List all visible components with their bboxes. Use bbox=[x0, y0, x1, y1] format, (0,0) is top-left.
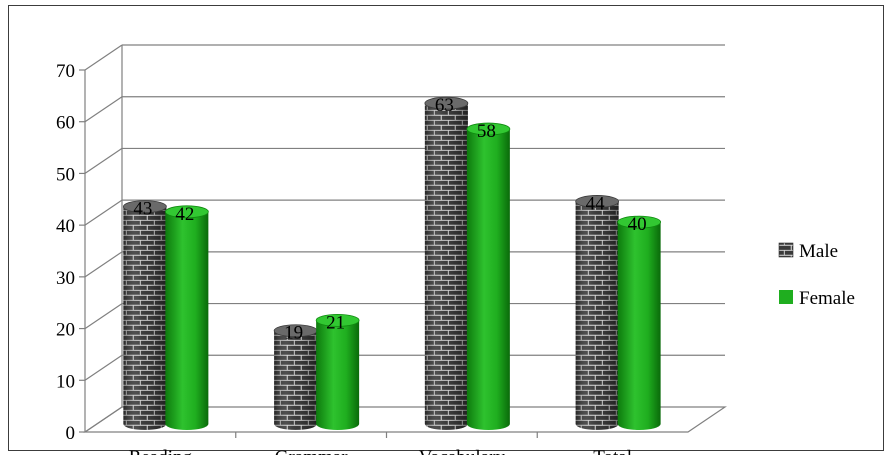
axis-layer: 0 10 20 30 40 50 60 70 bbox=[56, 45, 538, 444]
label-layer: Reading Grammar Vocabulary Total 43 42 19 21 63 5… bbox=[129, 95, 647, 455]
wall-gridline bbox=[84, 44, 123, 71]
data-label: 58 bbox=[477, 121, 496, 142]
bar-top bbox=[466, 122, 511, 136]
bar-top bbox=[575, 195, 620, 208]
x-tick-label: Reading bbox=[129, 447, 193, 455]
data-label: 43 bbox=[133, 199, 152, 220]
y-tick-label: 20 bbox=[56, 320, 75, 341]
wall-gridline bbox=[84, 354, 123, 381]
legend-swatch-female bbox=[779, 290, 793, 304]
data-label: 44 bbox=[586, 193, 606, 214]
y-tick-label: 0 bbox=[66, 423, 76, 444]
data-label: 19 bbox=[284, 323, 303, 344]
wall-gridline bbox=[84, 303, 123, 330]
y-tick-label: 60 bbox=[56, 113, 75, 134]
data-label: 21 bbox=[326, 312, 345, 333]
bar-female bbox=[466, 129, 510, 431]
bar-top bbox=[164, 205, 209, 219]
y-tick-label: 30 bbox=[56, 268, 75, 289]
legend-label-female: Female bbox=[799, 288, 855, 309]
bar-female bbox=[165, 211, 209, 431]
legend-swatch-male bbox=[778, 242, 794, 258]
chart-floor bbox=[83, 406, 727, 433]
y-tick-label: 10 bbox=[56, 371, 75, 392]
bar-layer bbox=[122, 96, 662, 431]
data-label: 42 bbox=[175, 204, 194, 225]
bar-shading bbox=[274, 330, 318, 431]
y-tick-label: 50 bbox=[56, 164, 75, 185]
x-tick-label: Total bbox=[593, 447, 632, 455]
data-label: 63 bbox=[435, 95, 454, 116]
bar-shading bbox=[575, 201, 619, 431]
legend-label-male: Male bbox=[799, 241, 838, 262]
wall-gridline bbox=[84, 251, 123, 278]
bar-top bbox=[617, 215, 662, 229]
y-tick-label: 40 bbox=[56, 216, 75, 237]
bar-top bbox=[315, 313, 360, 327]
bar-shading bbox=[123, 206, 167, 431]
bar-female bbox=[617, 222, 661, 431]
y-tick-label: 70 bbox=[56, 61, 75, 82]
x-tick-label: Grammar bbox=[275, 447, 348, 455]
x-tick-label: Vocabulary bbox=[419, 447, 506, 455]
wall-gridline bbox=[84, 199, 123, 226]
bar-shading bbox=[424, 103, 468, 431]
bar-top bbox=[122, 200, 167, 214]
bar-female bbox=[316, 320, 360, 430]
wall-gridline bbox=[84, 147, 123, 174]
wall-gridline bbox=[84, 96, 123, 123]
legend: Male Female bbox=[778, 241, 855, 309]
data-label: 40 bbox=[628, 214, 647, 235]
bar-top bbox=[424, 96, 469, 110]
